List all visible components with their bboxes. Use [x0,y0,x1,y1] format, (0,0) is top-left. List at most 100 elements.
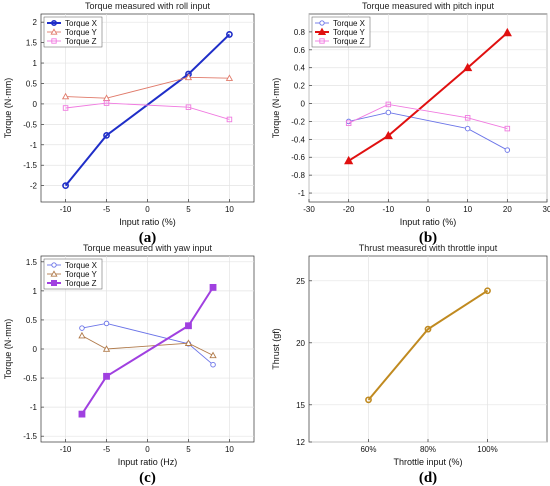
x-tick-label: 20 [503,205,512,214]
data-point [484,287,491,295]
y-tick-label: 0.2 [294,82,306,91]
data-point [383,130,393,140]
y-tick-label: 0 [301,100,306,109]
y-axis-label: Thrust (gf) [271,328,281,370]
y-tick-label: -2 [30,182,38,191]
series [61,31,234,190]
series-line [81,286,214,415]
y-tick-label: 0 [33,345,38,354]
legend-swatch-marker [50,19,57,26]
legend-entry: Torque X [65,19,98,28]
chart-title: Thrust measured with throttle input [359,243,498,253]
y-tick-label: -1 [298,189,306,198]
series [78,283,217,418]
data-point [184,73,193,81]
chart-pitch: Torque measured with pitch input -30 -20-… [271,1,550,246]
series-line [65,76,230,99]
y-tick-label: 1.5 [26,39,38,48]
data-point [464,115,471,121]
data-point [103,320,110,327]
series-line [81,322,214,366]
panel-label: (b) [419,230,437,246]
data-point [184,339,193,346]
legend-entry: Torque Z [65,37,97,46]
data-point [504,125,511,132]
series [344,27,512,165]
y-tick-label: 0 [33,100,38,109]
legend-entry: Torque Y [65,28,98,37]
data-point [103,372,110,380]
series-group [78,283,217,418]
x-tick-label: 10 [225,445,234,454]
x-axis-label: Input ratio (%) [400,217,457,227]
y-tick-label: 0.5 [26,316,38,325]
x-tick-label: 0 [145,445,150,454]
y-tick-label: -0.5 [23,374,37,383]
y-tick-label: 1.5 [26,258,38,267]
y-tick-label: 0.4 [294,64,306,73]
y-tick-label: 1 [33,59,38,68]
y-tick-label: -1 [30,403,38,412]
x-axis-label: Input ratio (%) [119,217,176,227]
axes: -10 -5 0 5 10 -2 -1.5 -1 -0.5 0 0.5 1 1.5 2 [23,18,234,214]
x-tick-label: -20 [343,205,355,214]
y-tick-label: 25 [296,277,305,286]
legend-swatch-marker [319,38,325,44]
data-point [185,322,192,330]
panel-label: (c) [139,470,156,486]
data-point [209,283,217,291]
legend-swatch-marker [50,270,58,277]
series-line [65,102,230,120]
data-point [226,116,233,123]
series-line [348,32,508,162]
panel-label: (d) [419,470,437,486]
y-tick-label: -1.5 [23,161,37,170]
x-tick-label: -10 [60,205,72,214]
legend-swatch-marker [51,38,57,44]
legend-swatch-marker [50,28,58,35]
legend-entry: Torque X [333,19,366,28]
y-tick-label: 12 [296,438,305,447]
data-point [78,410,86,418]
y-tick-label: -1 [30,141,38,150]
x-tick-label: -10 [60,445,72,454]
y-tick-label: -0.2 [291,117,305,126]
data-point [385,101,392,108]
y-tick-label: 15 [296,401,305,410]
y-axis-label: Torque (N·mm) [3,78,13,139]
data-point [209,351,217,359]
y-tick-label: -1.5 [23,432,37,441]
legend-entry: Torque Y [65,270,98,279]
chart-yaw: Torque measured with yaw input -10 -5 0 5 10… [3,243,255,486]
panel-label: (a) [139,230,157,246]
data-point [225,74,234,81]
x-tick-label: 10 [225,205,234,214]
y-tick-label: 0.5 [26,79,38,88]
x-tick-label: 10 [463,205,472,214]
series-line [367,289,489,401]
data-point [78,331,86,339]
axes: -30 -20 -10 0 10 20 30 -1 -0.8 -0.6 -0.4 -0.2 0 0.2 0.… [291,28,550,214]
data-point [210,361,216,368]
series-group [365,287,491,404]
legend-entry: Torque Z [333,37,365,46]
data-point [62,182,69,190]
x-tick-label: -5 [103,445,111,454]
series-group [78,331,217,359]
chart-throttle: Thrust measured with throttle input 60% 8… [271,243,548,486]
data-point [102,345,111,352]
series-line [348,103,508,130]
y-tick-label: -0.8 [291,171,305,180]
series-group [344,27,512,165]
legend-entry: Torque Y [333,28,366,37]
series [365,287,491,404]
x-tick-label: 5 [186,445,191,454]
data-point [345,120,352,126]
data-point [61,92,70,100]
axes: -10 -5 0 5 10 -1.5 -1 -0.5 0 0.5 1 1.5 [23,258,234,454]
y-tick-label: 1 [33,287,38,296]
